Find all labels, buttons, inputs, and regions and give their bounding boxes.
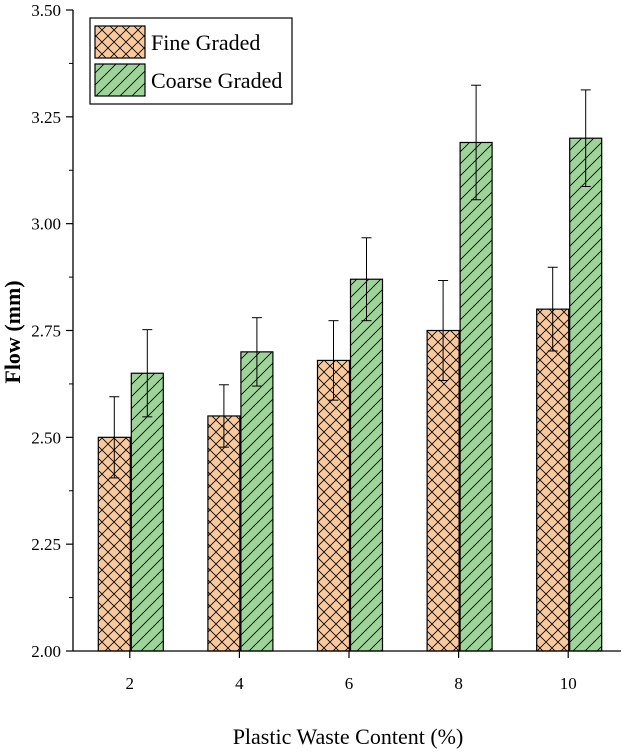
bar-coarse-6 — [349, 278, 384, 652]
error-bar-coarse-4 — [251, 317, 262, 387]
x-tick-label-6: 6 — [345, 674, 354, 693]
y-axis-title: Flow (mm) — [0, 280, 25, 383]
bar-fine-10 — [536, 308, 570, 652]
y-tick-label-2.75: 2.75 — [31, 322, 61, 341]
error-bar-coarse-6 — [361, 237, 372, 322]
bar-fine-4 — [207, 415, 241, 652]
legend-label-fine: Fine Graded — [151, 30, 260, 55]
error-bar-fine-8 — [438, 280, 449, 381]
x-tick-label-10: 10 — [560, 674, 577, 693]
y-tick-label-3.50: 3.50 — [31, 1, 61, 20]
bar-coarse-4 — [240, 351, 274, 652]
error-bar-coarse-8 — [471, 84, 482, 201]
error-bar-fine-6 — [328, 320, 339, 401]
x-tick-label-2: 2 — [126, 674, 135, 693]
y-tick-label-3.25: 3.25 — [31, 108, 61, 127]
y-tick-label-2.00: 2.00 — [31, 642, 61, 661]
y-tick-label-2.50: 2.50 — [31, 428, 61, 447]
bar-fine-6 — [316, 359, 351, 652]
error-bar-fine-10 — [547, 266, 558, 352]
error-bar-fine-2 — [109, 396, 120, 479]
axes-layer: 2 4 6 8 10 2.00 2.25 2.50 2.75 3.00 3.25 3.50 — [31, 1, 621, 693]
x-tick-label-4: 4 — [235, 674, 244, 693]
bar-coarse-10 — [569, 137, 603, 652]
y-tick-label-3.00: 3.00 — [31, 215, 61, 234]
bars-layer — [97, 84, 603, 652]
y-tick-label-2.25: 2.25 — [31, 535, 61, 554]
bar-coarse-8 — [459, 141, 493, 652]
legend-label-coarse: Coarse Graded — [151, 68, 282, 93]
error-bar-coarse-2 — [142, 329, 153, 418]
x-axis-title: Plastic Waste Content (%) — [233, 724, 464, 749]
error-bar-fine-4 — [218, 384, 229, 448]
legend-swatch-coarse — [94, 63, 146, 97]
legend: Fine Graded Coarse Graded — [89, 17, 293, 105]
x-tick-label-8: 8 — [454, 674, 463, 693]
error-bar-coarse-10 — [580, 89, 591, 187]
legend-swatch-fine — [94, 25, 146, 59]
